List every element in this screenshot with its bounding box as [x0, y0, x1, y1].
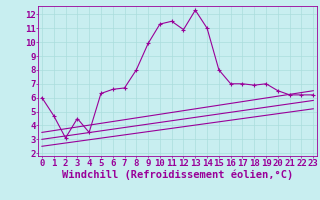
X-axis label: Windchill (Refroidissement éolien,°C): Windchill (Refroidissement éolien,°C): [62, 169, 293, 180]
